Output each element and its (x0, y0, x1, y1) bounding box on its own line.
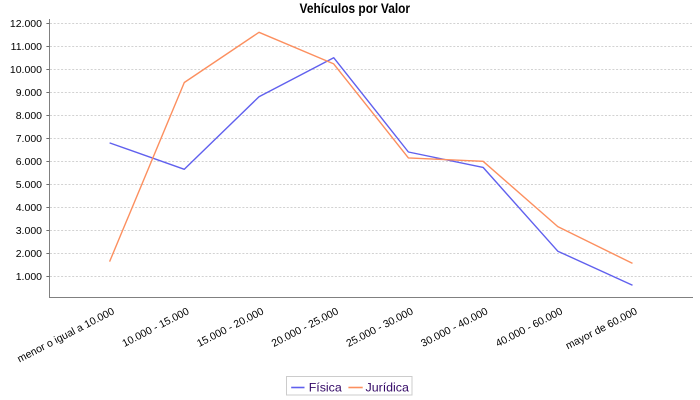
svg-text:7.000: 7.000 (16, 133, 42, 145)
svg-text:3.000: 3.000 (16, 225, 42, 237)
svg-text:9.000: 9.000 (16, 87, 42, 99)
svg-text:8.000: 8.000 (16, 110, 42, 122)
svg-text:4.000: 4.000 (16, 202, 42, 214)
svg-text:12.000: 12.000 (10, 18, 42, 30)
svg-text:Física: Física (309, 381, 342, 395)
svg-text:Jurídica: Jurídica (366, 381, 409, 395)
svg-text:5.000: 5.000 (16, 179, 42, 191)
svg-text:1.000: 1.000 (16, 271, 42, 283)
svg-text:6.000: 6.000 (16, 156, 42, 168)
svg-text:2.000: 2.000 (16, 248, 42, 260)
svg-text:10.000: 10.000 (10, 64, 42, 76)
svg-text:11.000: 11.000 (11, 41, 42, 53)
svg-text:Vehículos por Valor: Vehículos por Valor (300, 1, 411, 16)
